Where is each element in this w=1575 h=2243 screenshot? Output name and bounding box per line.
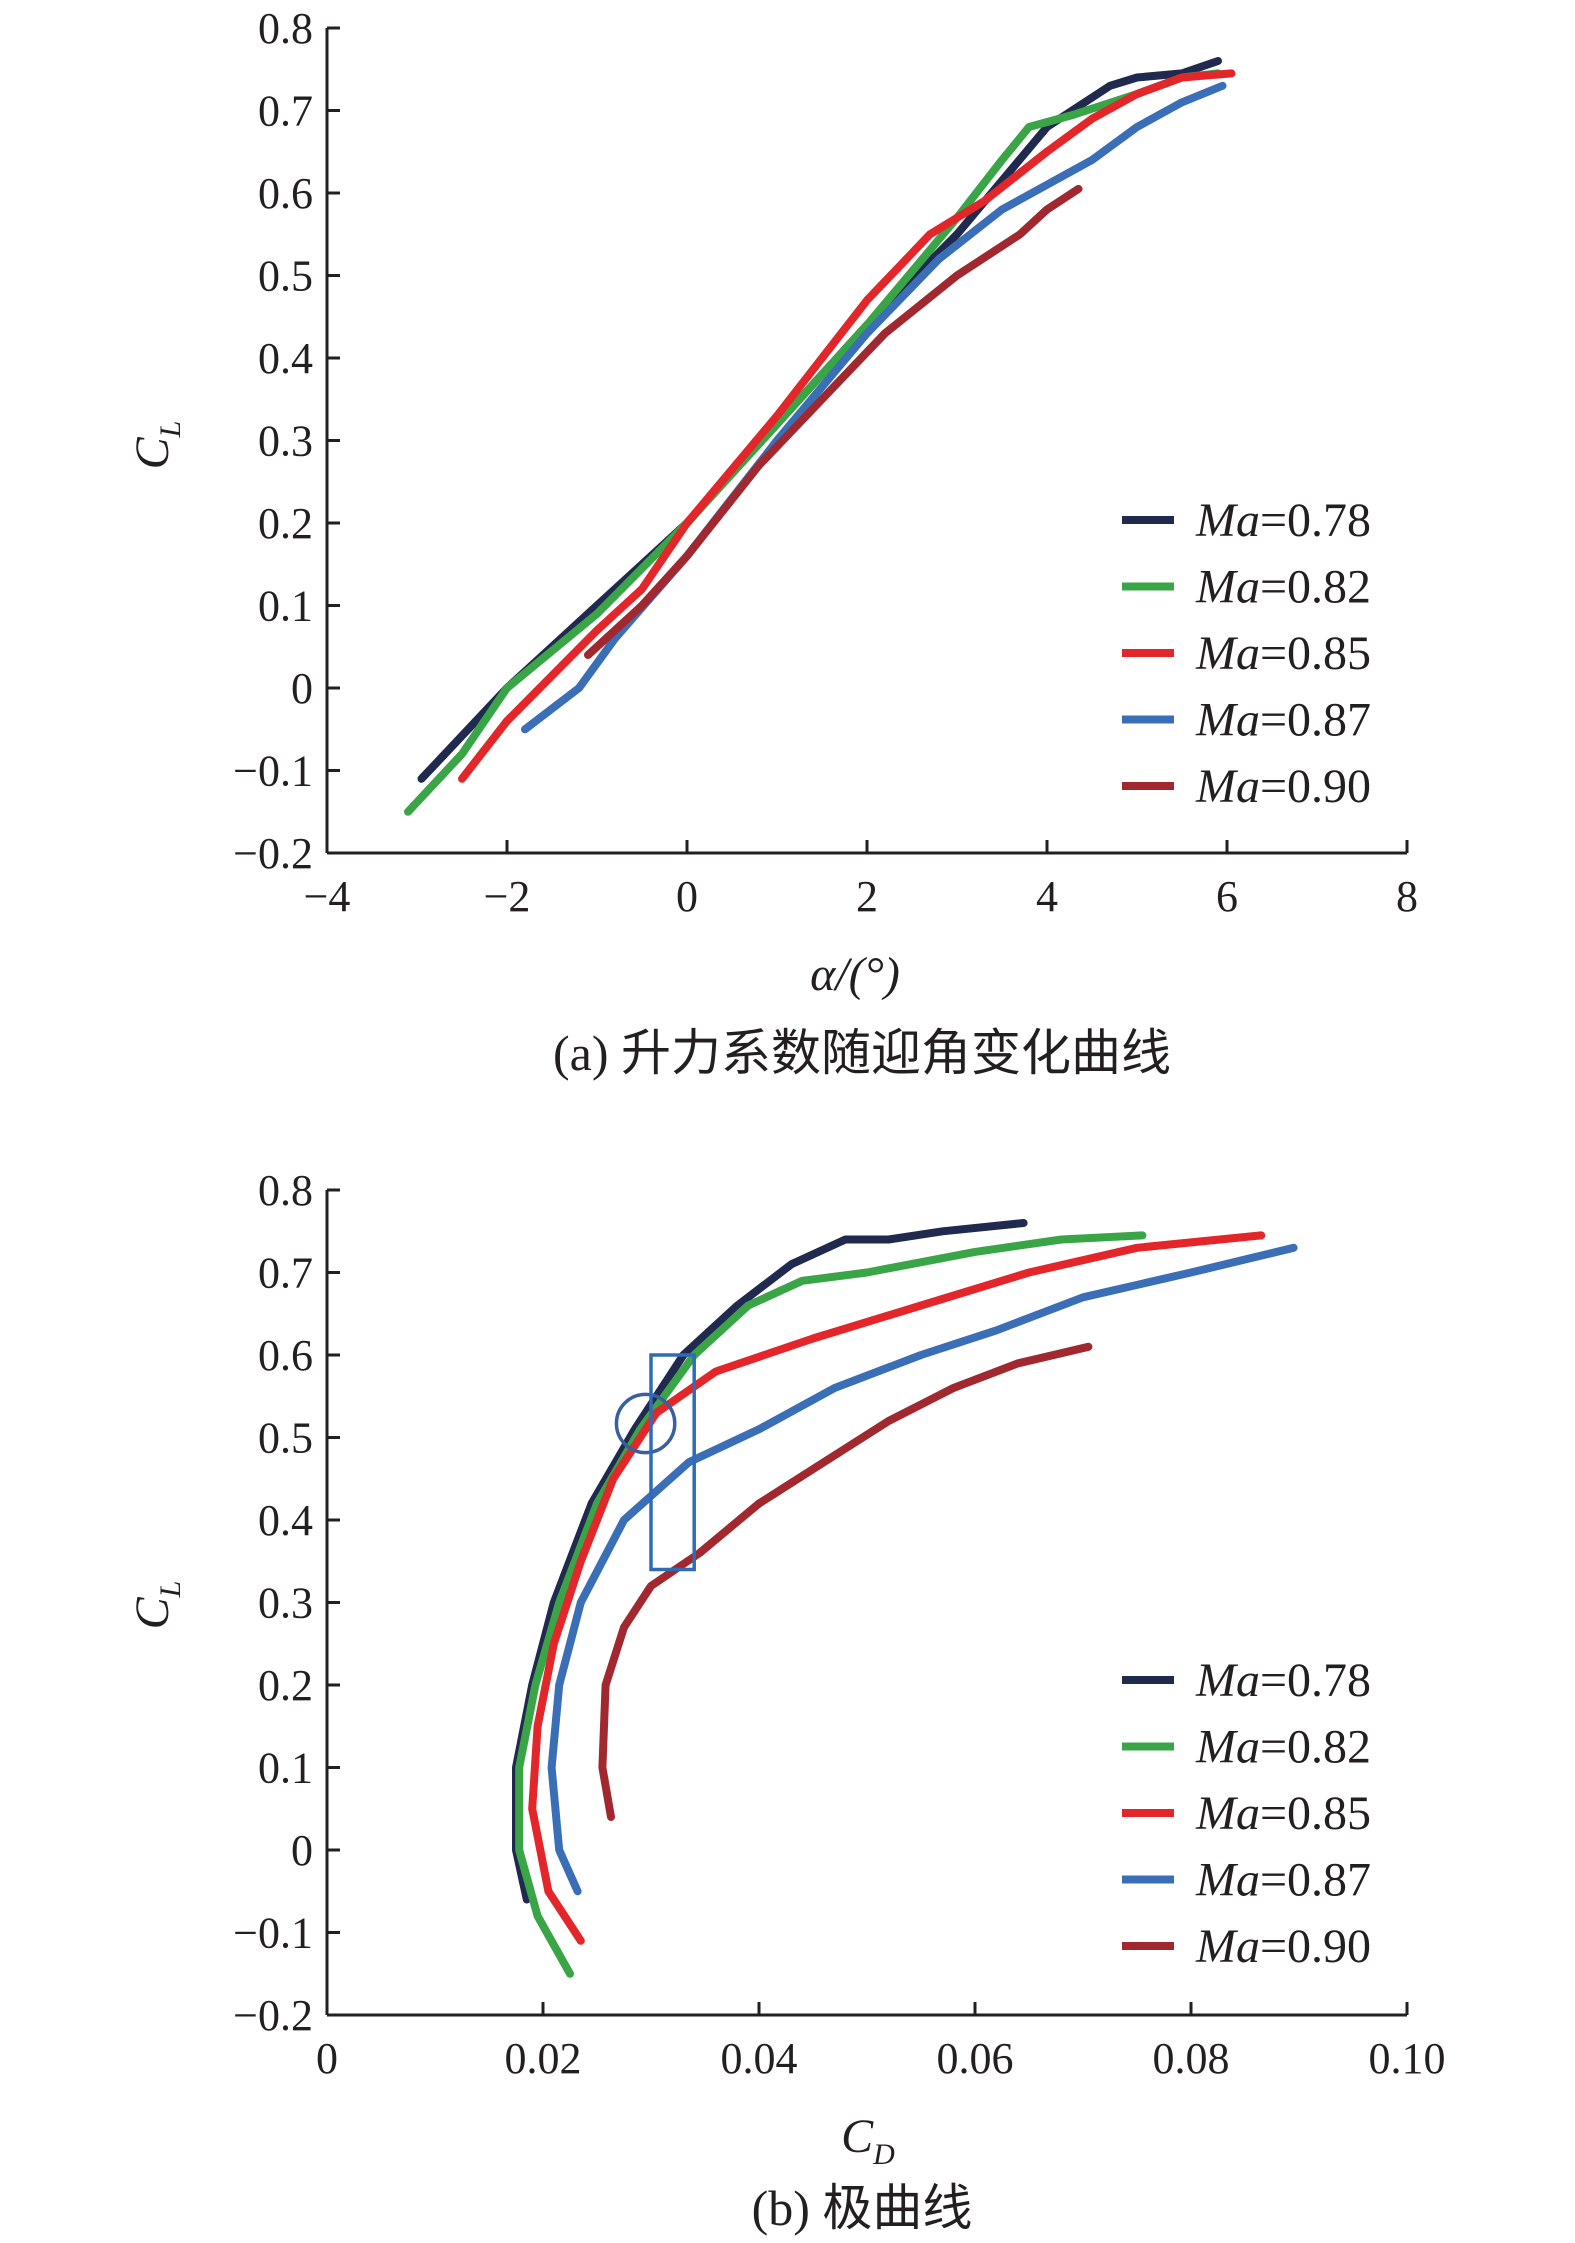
chart-b-curves xyxy=(512,1219,1298,1978)
chart-b-series-ma-0-78 xyxy=(512,1219,1028,1904)
chart-b-y-tick-label: −0.2 xyxy=(233,1991,313,2040)
chart-a-y-tick-label: 0.5 xyxy=(258,252,313,301)
chart-a-x-tick-label: 8 xyxy=(1396,872,1418,921)
chart-a-y-tick-label: 0.3 xyxy=(258,417,313,466)
chart-a-y-tick-label: 0.6 xyxy=(258,169,313,218)
chart-b-annotations xyxy=(614,1353,696,1572)
chart-b-x-tick-label: 0.02 xyxy=(505,2034,582,2083)
chart-a-x-tick-label: 4 xyxy=(1036,872,1058,921)
chart-a-series-ma-0-87 xyxy=(521,81,1227,734)
chart-b-x-axis-label: CD xyxy=(841,2110,895,2171)
drag-polar-chart: −0.2 −0.1 0 0.1 0.2 0.3 0.4 0.5 0.6 0.7 0.8 0 0.02 0.… xyxy=(126,1166,1446,2236)
chart-b-series-ma-0-85 xyxy=(528,1231,1266,1945)
chart-a-legend-label: Ma=0.82 xyxy=(1195,561,1371,614)
chart-a-y-axis-label: CL xyxy=(126,421,187,470)
chart-a-legend-label: Ma=0.90 xyxy=(1195,760,1371,813)
chart-a-y-tick-label: 0.8 xyxy=(258,4,313,53)
chart-b-y-tick-label: 0.4 xyxy=(258,1496,313,1545)
chart-a-series-ma-0-78 xyxy=(417,57,1222,783)
chart-a-y-tick-label: 0.1 xyxy=(258,582,313,631)
chart-b-series-ma-0-87 xyxy=(547,1243,1298,1896)
chart-b-x-tick-label: 0.10 xyxy=(1369,2034,1446,2083)
chart-a-x-tick-label: 0 xyxy=(676,872,698,921)
chart-a-y-tick-label: 0.2 xyxy=(258,499,313,548)
chart-b-axes: −0.2 −0.1 0 0.1 0.2 0.3 0.4 0.5 0.6 0.7 0.8 0 0.02 0.… xyxy=(233,1166,1445,2083)
lift-vs-alpha-chart: −0.2 −0.1 0 0.1 0.2 0.3 0.4 0.5 0.6 0.7 0.8 −4 −2 0 2 4… xyxy=(126,4,1418,1081)
chart-b-legend-label: Ma=0.78 xyxy=(1195,1654,1371,1707)
chart-b-y-tick-label: 0.1 xyxy=(258,1744,313,1793)
chart-b-legend-label: Ma=0.87 xyxy=(1195,1854,1371,1907)
chart-a-axes: −0.2 −0.1 0 0.1 0.2 0.3 0.4 0.5 0.6 0.7 0.8 −4 −2 0 2 4… xyxy=(233,4,1418,921)
chart-b-legend: Ma=0.78 Ma=0.82 Ma=0.85 Ma=0.87 Ma=0.90 xyxy=(1122,1654,1371,1973)
chart-a-series-ma-0-90 xyxy=(584,184,1083,659)
chart-b-caption: (b) 极曲线 xyxy=(752,2180,973,2236)
chart-a-y-tick-label: 0 xyxy=(291,664,313,713)
chart-a-curves xyxy=(404,57,1236,816)
chart-b-y-tick-label: 0.7 xyxy=(258,1249,313,1298)
chart-b-y-tick-label: 0.5 xyxy=(258,1414,313,1463)
chart-a-legend-label: Ma=0.87 xyxy=(1195,694,1371,747)
chart-a-legend-label: Ma=0.85 xyxy=(1195,627,1371,680)
chart-b-x-tick-label: 0.08 xyxy=(1153,2034,1230,2083)
chart-b-series-ma-0-90 xyxy=(598,1342,1093,1821)
chart-a-x-tick-label: 6 xyxy=(1216,872,1238,921)
chart-b-y-tick-label: 0.2 xyxy=(258,1661,313,1710)
chart-a-y-tick-label: 0.4 xyxy=(258,334,313,383)
chart-b-y-tick-label: 0.3 xyxy=(258,1579,313,1628)
chart-a-x-tick-label: 2 xyxy=(856,872,878,921)
chart-b-legend-label: Ma=0.82 xyxy=(1195,1721,1371,1774)
chart-b-series-ma-0-82 xyxy=(515,1231,1147,1978)
chart-b-x-tick-label: 0.06 xyxy=(937,2034,1014,2083)
chart-a-legend-label: Ma=0.78 xyxy=(1195,494,1371,547)
chart-b-y-tick-label: −0.1 xyxy=(233,1909,313,1958)
highlight-rectangle xyxy=(649,1353,696,1572)
chart-b-y-tick-label: 0.8 xyxy=(258,1166,313,1215)
chart-a-legend: Ma=0.78 Ma=0.82 Ma=0.85 Ma=0.87 Ma=0.90 xyxy=(1122,494,1371,813)
chart-b-legend-label: Ma=0.85 xyxy=(1195,1787,1371,1840)
chart-a-series-ma-0-85 xyxy=(458,69,1236,783)
chart-a-x-axis-label: α/(°) xyxy=(810,948,900,1001)
chart-a-y-tick-label: −0.1 xyxy=(233,747,313,796)
chart-b-x-tick-label: 0 xyxy=(316,2034,338,2083)
chart-b-x-tick-label: 0.04 xyxy=(721,2034,798,2083)
chart-a-x-tick-label: −2 xyxy=(484,872,531,921)
chart-b-y-axis-label: CL xyxy=(126,1581,187,1630)
chart-b-legend-label: Ma=0.90 xyxy=(1195,1920,1371,1973)
chart-b-y-tick-label: 0 xyxy=(291,1826,313,1875)
highlight-circle xyxy=(614,1392,677,1455)
chart-a-x-tick-label: −4 xyxy=(304,872,351,921)
chart-a-caption: (a) 升力系数随迎角变化曲线 xyxy=(553,1025,1171,1081)
chart-a-y-tick-label: −0.2 xyxy=(233,829,313,878)
chart-b-y-tick-label: 0.6 xyxy=(258,1331,313,1380)
chart-a-y-tick-label: 0.7 xyxy=(258,87,313,136)
